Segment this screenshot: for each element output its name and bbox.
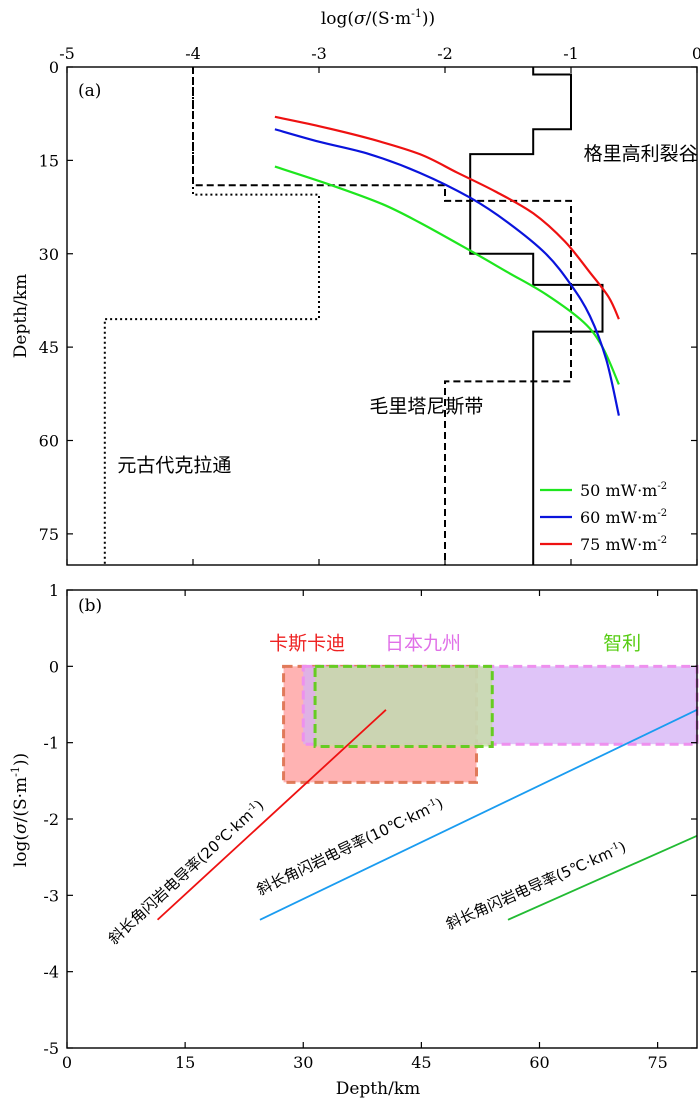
legend-label: 60 mW·m-2 <box>580 508 667 527</box>
step-profile <box>103 67 320 565</box>
conductivity-line <box>507 834 698 921</box>
legend-label: 50 mW·m-2 <box>580 481 667 500</box>
region-box <box>313 664 494 748</box>
profile-label: 元古代克拉通 <box>117 454 231 476</box>
plot-frame-a <box>66 66 698 566</box>
y-tick-label: 45 <box>39 338 59 357</box>
step-profiles <box>103 67 604 565</box>
x-tick-label: -2 <box>437 44 453 63</box>
x-tick-label: -5 <box>59 44 75 63</box>
conductivity-regions <box>282 664 699 784</box>
y-axis-title-b: log(σ/(S·m-1)) <box>9 753 31 867</box>
axis-ticks-b: 0 15 30 45 60 75 1 0 -1 -2 -3 -4 -5 <box>43 581 697 1072</box>
y-tick-label: 0 <box>49 58 59 77</box>
region-labels: 卡斯卡迪 日本九州 智利 <box>269 633 641 655</box>
profile-label: 毛里塔尼斯带 <box>369 395 483 417</box>
x-axis-title-b: Depth/km <box>336 1079 421 1099</box>
top-axis-title: log(σ/(S·m-1)) <box>321 7 435 29</box>
x-tick-label: 75 <box>647 1053 667 1072</box>
conductivity-line <box>259 709 698 921</box>
x-tick-label: 0 <box>692 44 700 63</box>
x-tick-label: -4 <box>185 44 201 63</box>
y-tick-label: 75 <box>39 525 59 544</box>
y-tick-label: 60 <box>39 432 59 451</box>
step-profile <box>192 67 572 565</box>
panel-b: 卡斯卡迪 日本九州 智利 斜长角闪岩电导率(20℃·km-1)斜长角闪岩电导率(10… <box>9 581 699 1099</box>
y-tick-label: -5 <box>43 1039 59 1058</box>
region-label: 日本九州 <box>385 633 461 655</box>
line-label: 斜长角闪岩电导率(5℃·km-1) <box>443 838 628 934</box>
x-tick-label: -3 <box>311 44 327 63</box>
y-axis-title-a: Depth/km <box>11 274 31 359</box>
panel-a: log(σ/(S·m-1)) -5 -4 -3 -2 -1 0 0 15 30 45 60 75 格里… <box>11 7 700 566</box>
x-tick-label: 0 <box>62 1053 72 1072</box>
panel-label-a: (a) <box>78 81 101 101</box>
region-label: 智利 <box>603 633 641 655</box>
y-tick-label: 30 <box>39 245 59 264</box>
amphibolite-lines <box>156 709 698 921</box>
conductivity-line <box>156 709 387 921</box>
y-tick-label: -1 <box>43 734 59 753</box>
y-tick-label: 0 <box>49 657 59 676</box>
line-label: 斜长角闪岩电导率(10℃·km-1) <box>254 794 446 899</box>
y-tick-label: -3 <box>43 886 59 905</box>
y-tick-label: 15 <box>39 151 59 170</box>
x-tick-label: 30 <box>293 1053 313 1072</box>
x-tick-label: -1 <box>563 44 579 63</box>
region-label: 卡斯卡迪 <box>269 633 345 655</box>
y-tick-label: -4 <box>43 963 59 982</box>
x-tick-label: 60 <box>529 1053 549 1072</box>
heat-flow-curve <box>274 128 620 416</box>
legend: 50 mW·m-2 60 mW·m-2 75 mW·m-2 <box>540 481 667 554</box>
legend-label: 75 mW·m-2 <box>580 535 667 554</box>
axis-ticks-a: -5 -4 -3 -2 -1 0 0 15 30 45 60 75 <box>39 44 700 565</box>
line-labels: 斜长角闪岩电导率(20℃·km-1)斜长角闪岩电导率(10℃·km-1)斜长角闪… <box>105 794 629 948</box>
conductivity-curves <box>274 115 620 416</box>
profile-label: 格里高利裂谷 <box>584 143 698 165</box>
y-tick-label: -2 <box>43 810 59 829</box>
step-profile <box>469 67 604 565</box>
y-tick-label: 1 <box>49 581 59 600</box>
heat-flow-curve <box>274 115 620 320</box>
x-tick-label: 15 <box>175 1053 195 1072</box>
line-label: 斜长角闪岩电导率(20℃·km-1) <box>105 796 268 948</box>
x-tick-label: 45 <box>411 1053 431 1072</box>
panel-label-b: (b) <box>78 596 102 616</box>
heat-flow-curve <box>274 165 620 385</box>
plot-frame-b <box>66 589 698 1049</box>
